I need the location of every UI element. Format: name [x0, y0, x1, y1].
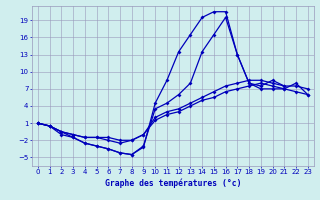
X-axis label: Graphe des températures (°c): Graphe des températures (°c) — [105, 178, 241, 188]
